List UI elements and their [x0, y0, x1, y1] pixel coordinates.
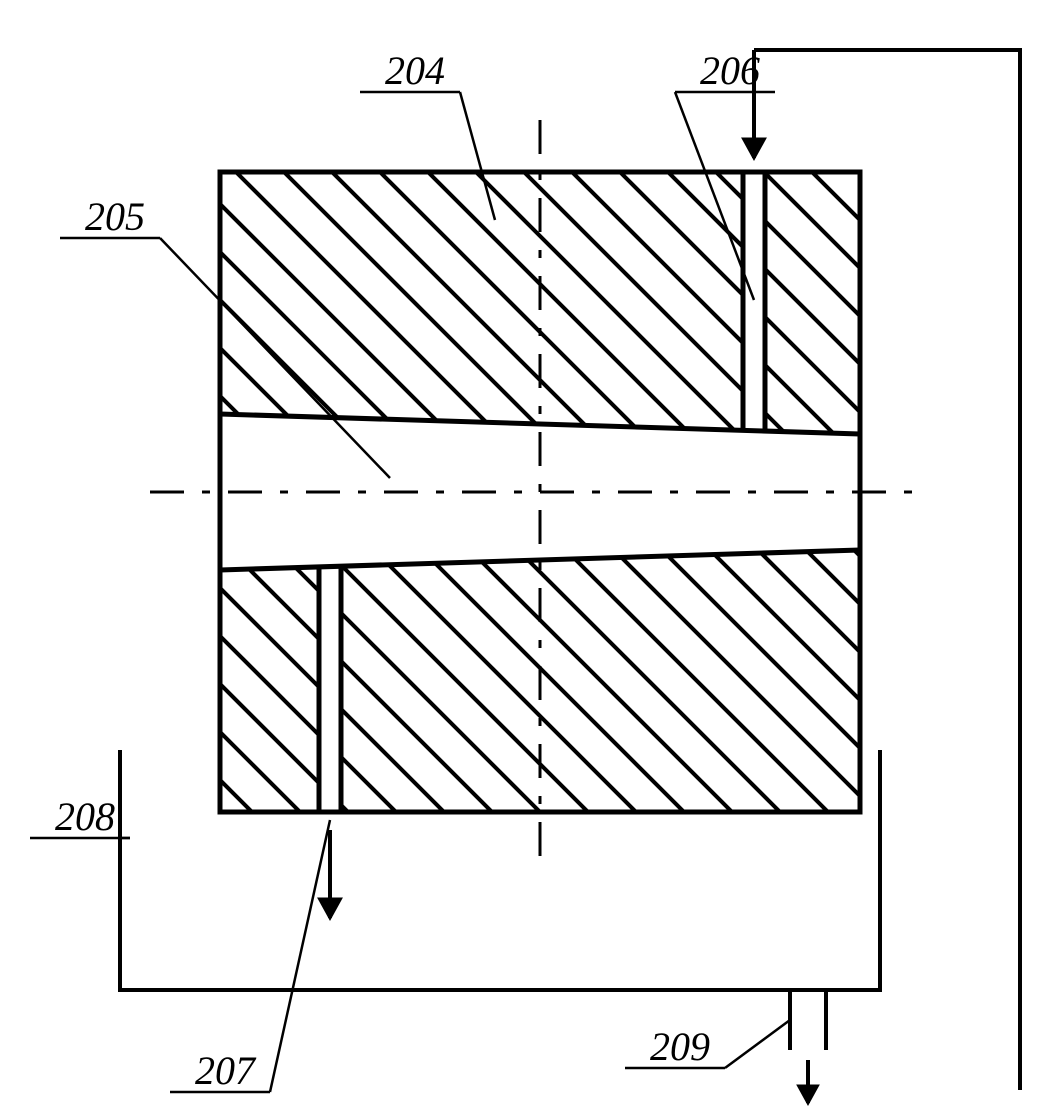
label-205: 205: [85, 194, 145, 239]
label-207-leader: [270, 820, 330, 1092]
label-209-leader: [725, 1020, 790, 1068]
label-204: 204: [385, 48, 445, 93]
drain-nipple: [790, 990, 826, 1050]
label-207: 207: [195, 1048, 257, 1093]
label-209: 209: [650, 1024, 710, 1069]
label-208: 208: [55, 794, 115, 839]
label-206: 206: [700, 48, 760, 93]
